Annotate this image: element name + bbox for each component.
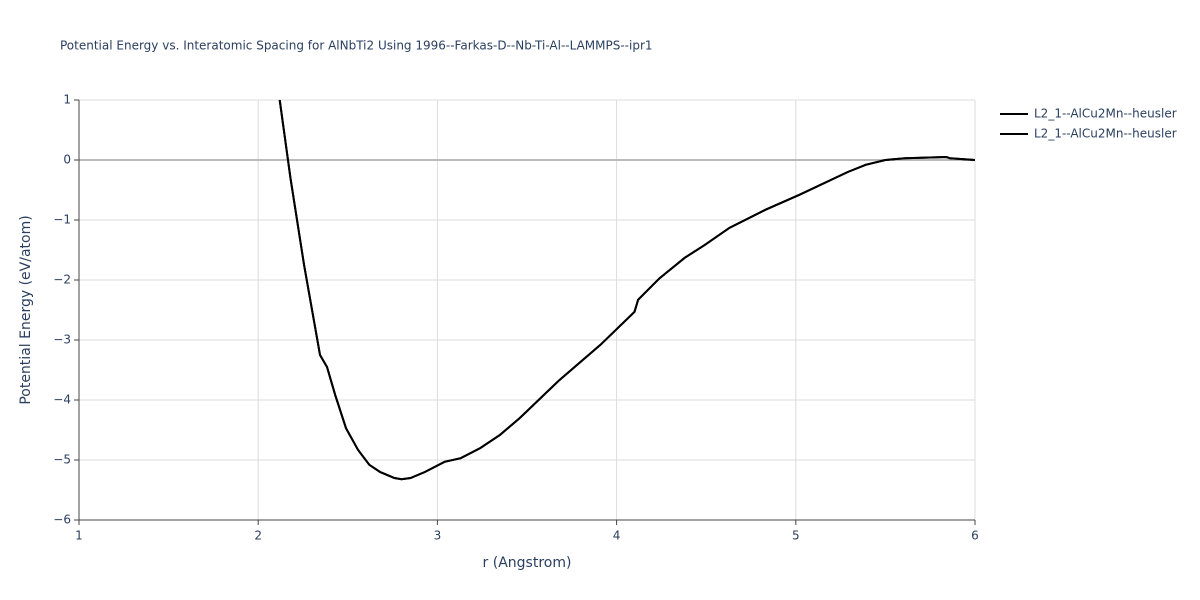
y-tick-label: −4	[53, 393, 71, 407]
grid	[74, 99, 976, 525]
legend-label: L2_1--AlCu2Mn--heusler	[1034, 127, 1177, 141]
x-tick-label: 1	[75, 529, 83, 543]
legend: L2_1--AlCu2Mn--heusler L2_1--AlCu2Mn--heu…	[1000, 107, 1177, 141]
x-tick-label: 4	[613, 529, 621, 543]
y-tick-label: 1	[63, 93, 71, 107]
x-axis-label: r (Angstrom)	[483, 555, 572, 571]
y-tick-label: −1	[53, 213, 71, 227]
x-tick-label: 2	[254, 529, 262, 543]
data-line	[278, 100, 975, 481]
plot-area	[278, 100, 975, 481]
y-tick-label: −3	[53, 333, 71, 347]
y-axis-label: Potential Energy (eV/atom)	[18, 215, 34, 404]
chart-title: Potential Energy vs. Interatomic Spacing…	[60, 39, 653, 53]
legend-label: L2_1--AlCu2Mn--heusler	[1034, 107, 1177, 121]
x-tick-label: 5	[792, 529, 800, 543]
data-line	[278, 100, 975, 481]
y-tick-label: −2	[53, 273, 71, 287]
y-tick-label: 0	[63, 153, 71, 167]
x-tick-label: 3	[434, 529, 442, 543]
x-tick-label: 6	[971, 529, 979, 543]
y-tick-label: −6	[53, 513, 71, 527]
y-tick-label: −5	[53, 453, 71, 467]
